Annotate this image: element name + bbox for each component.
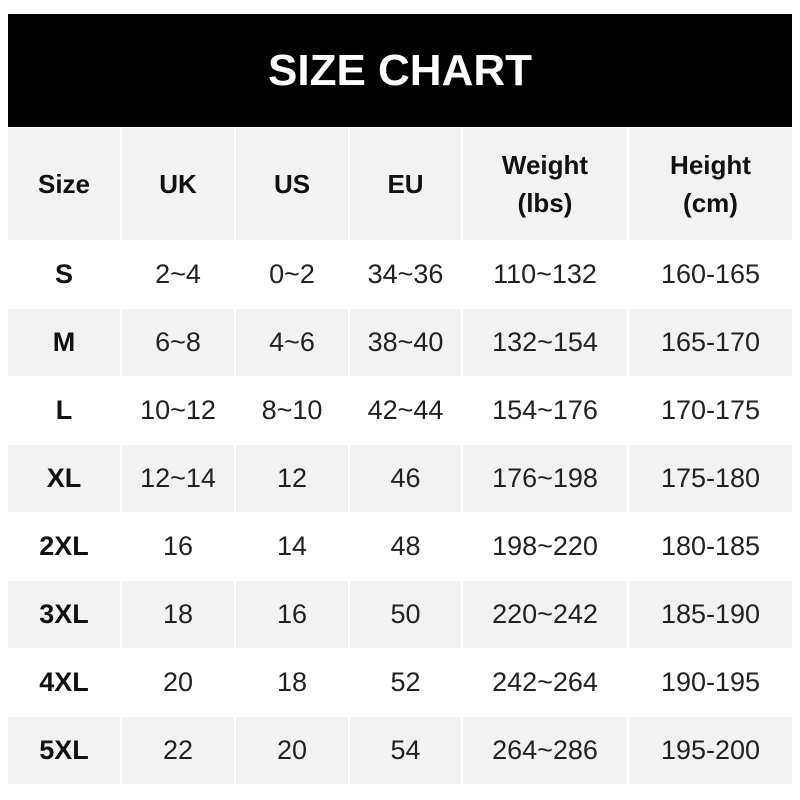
table-cell: 185-190 — [629, 581, 792, 648]
table-cell: 176~198 — [463, 445, 627, 512]
column-header: US — [236, 128, 348, 240]
size-label-cell: S — [54, 259, 73, 289]
table-cell: 14 — [276, 531, 308, 561]
table-cell: 16 — [236, 581, 348, 648]
table-cell: 6~8 — [122, 309, 234, 376]
size-label-cell: 2XL — [39, 531, 89, 561]
table-cell: 20 — [162, 667, 194, 697]
table-cell: 170-175 — [660, 395, 761, 425]
column-header: EU — [350, 128, 461, 240]
table-cell: 242~264 — [492, 667, 598, 697]
size-chart-title: SIZE CHART — [8, 14, 792, 127]
table-cell: 175-180 — [629, 445, 792, 512]
table-cell: 52 — [390, 667, 421, 697]
table-cell: 12~14 — [122, 445, 234, 512]
size-table: Size UK US EU Weight (lbs) Height (cm) S 2~4 0~2… — [8, 128, 792, 784]
table-cell: 42~44 — [367, 395, 444, 425]
table-cell: 38~40 — [350, 309, 461, 376]
table-cell: 8~10 — [261, 395, 323, 425]
table-cell: 10~12 — [140, 395, 216, 425]
table-cell: 220~242 — [463, 581, 627, 648]
size-label-cell: XL — [8, 445, 120, 512]
table-cell: 160-165 — [660, 259, 761, 289]
column-header: UK — [122, 128, 234, 240]
table-cell: 18 — [276, 667, 308, 697]
size-label-cell: M — [8, 309, 120, 376]
table-cell: 165-170 — [629, 309, 792, 376]
column-header: Weight (lbs) — [463, 128, 627, 240]
size-label-cell: 5XL — [8, 717, 120, 784]
table-cell: 16 — [162, 531, 194, 561]
column-header: Height (cm) — [629, 128, 792, 240]
table-cell: 54 — [350, 717, 461, 784]
table-cell: 12 — [236, 445, 348, 512]
table-cell: 46 — [350, 445, 461, 512]
table-cell: 198~220 — [492, 531, 598, 561]
table-cell: 190-195 — [660, 667, 761, 697]
table-cell: 22 — [122, 717, 234, 784]
column-header: Size — [8, 128, 120, 240]
table-cell: 154~176 — [492, 395, 598, 425]
table-cell: 0~2 — [269, 259, 315, 289]
size-label-cell: 3XL — [8, 581, 120, 648]
table-cell: 180-185 — [660, 531, 761, 561]
table-cell: 132~154 — [463, 309, 627, 376]
size-label-cell: 4XL — [39, 667, 89, 697]
table-cell: 2~4 — [155, 259, 201, 289]
table-cell: 50 — [350, 581, 461, 648]
table-cell: 18 — [122, 581, 234, 648]
table-cell: 4~6 — [236, 309, 348, 376]
table-cell: 34~36 — [367, 259, 444, 289]
table-cell: 264~286 — [463, 717, 627, 784]
table-cell: 195-200 — [629, 717, 792, 784]
table-cell: 48 — [390, 531, 421, 561]
size-label-cell: L — [55, 395, 73, 425]
table-cell: 20 — [236, 717, 348, 784]
table-cell: 110~132 — [493, 259, 597, 289]
